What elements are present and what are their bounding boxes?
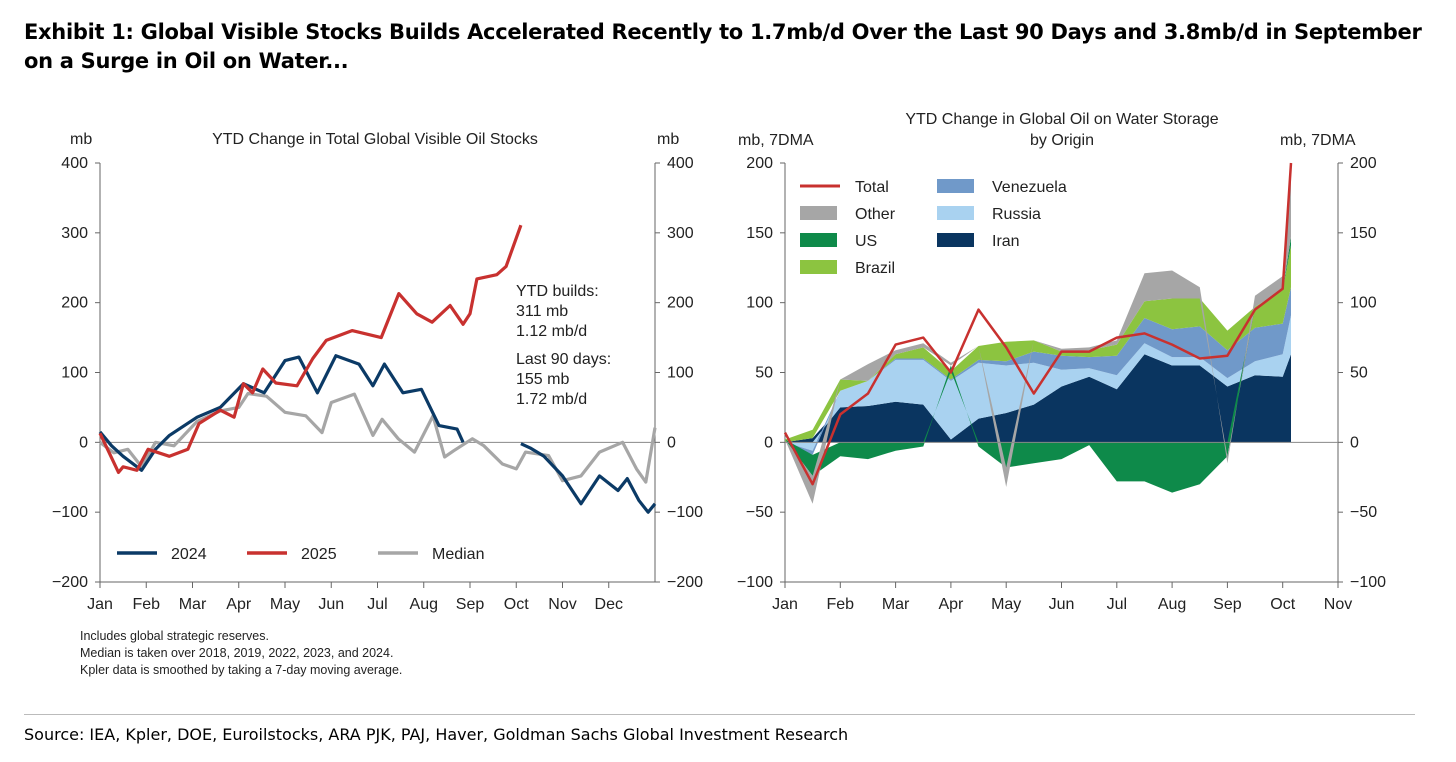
x-tick-label: Jun xyxy=(318,596,344,613)
x-tick-label: Nov xyxy=(548,596,576,613)
y-tick-label: −100 xyxy=(737,574,773,591)
y-axis-unit-right: mb xyxy=(657,131,679,148)
x-tick-label: Sep xyxy=(456,596,485,613)
x-tick-label: Oct xyxy=(504,596,529,613)
y-tick-label: 100 xyxy=(667,365,694,382)
y-tick-label: 200 xyxy=(1350,155,1377,172)
x-tick-label: Sep xyxy=(1213,596,1242,613)
y-tick-label: 150 xyxy=(746,225,773,242)
legend-swatch-us xyxy=(800,233,837,247)
legend-label: Venezuela xyxy=(992,179,1067,196)
footnotes: Includes global strategic reserves. Medi… xyxy=(80,628,402,679)
y-tick-label: −100 xyxy=(667,504,703,521)
y-tick-label: 50 xyxy=(1350,365,1368,382)
y-tick-label: −200 xyxy=(667,574,703,591)
chart-title: YTD Change in Global Oil on Water Storag… xyxy=(905,111,1218,128)
x-tick-label: Dec xyxy=(595,596,623,613)
x-tick-label: Aug xyxy=(1158,596,1186,613)
series-line-total xyxy=(783,162,1293,486)
y-tick-label: 200 xyxy=(746,155,773,172)
y-tick-label: 400 xyxy=(61,155,88,172)
y-tick-label: 200 xyxy=(667,295,694,312)
y-tick-label: 0 xyxy=(764,434,773,451)
y-tick-label: 100 xyxy=(746,295,773,312)
chart-subtitle: by Origin xyxy=(1030,132,1094,149)
y-tick-label: 0 xyxy=(79,434,88,451)
y-tick-label: −200 xyxy=(52,574,88,591)
annotation-text: 311 mb xyxy=(516,303,568,320)
y-tick-label: −100 xyxy=(1350,574,1386,591)
y-tick-label: 300 xyxy=(667,225,694,242)
y-axis-unit-left: mb xyxy=(70,131,92,148)
x-tick-label: Apr xyxy=(226,596,252,613)
legend-label: Other xyxy=(855,206,896,223)
y-tick-label: −50 xyxy=(746,504,773,521)
legend-label: Iran xyxy=(992,233,1020,250)
x-tick-label: May xyxy=(991,596,1021,613)
annotation-text: YTD builds: xyxy=(516,283,599,300)
legend-label: Brazil xyxy=(855,260,895,277)
legend-swatch-iran xyxy=(937,233,974,247)
x-tick-label: Oct xyxy=(1270,596,1295,613)
y-tick-label: −100 xyxy=(52,504,88,521)
y-tick-label: 100 xyxy=(1350,295,1377,312)
legend-label: Russia xyxy=(992,206,1041,223)
legend-swatch-brazil xyxy=(800,260,837,274)
y-axis-unit-right: mb, 7DMA xyxy=(1280,132,1356,149)
y-tick-label: 50 xyxy=(755,365,773,382)
exhibit-title: Exhibit 1: Global Visible Stocks Builds … xyxy=(24,20,1422,73)
y-tick-label: 0 xyxy=(667,434,676,451)
y-tick-label: 200 xyxy=(61,295,88,312)
divider xyxy=(24,714,1415,715)
x-tick-label: Jul xyxy=(1107,596,1127,613)
footnote: Includes global strategic reserves. xyxy=(80,629,269,643)
legend-swatch-venezuela xyxy=(937,179,974,193)
x-tick-label: Jan xyxy=(87,596,113,613)
footnote: Median is taken over 2018, 2019, 2022, 2… xyxy=(80,646,394,660)
chart-title: YTD Change in Total Global Visible Oil S… xyxy=(212,131,538,148)
y-axis-unit-left: mb, 7DMA xyxy=(738,132,814,149)
y-tick-label: −50 xyxy=(1350,504,1377,521)
x-tick-label: Feb xyxy=(827,596,855,613)
area-russia xyxy=(785,315,1291,451)
legend-label: 2024 xyxy=(171,546,207,563)
x-tick-label: Nov xyxy=(1324,596,1352,613)
x-tick-label: Jul xyxy=(367,596,387,613)
annotation-text: 155 mb xyxy=(516,371,569,388)
annotation-text: 1.12 mb/d xyxy=(516,323,587,340)
legend-label: US xyxy=(855,233,877,250)
y-tick-label: 100 xyxy=(61,365,88,382)
legend-label: Total xyxy=(855,179,889,196)
series-line-2024 xyxy=(98,354,657,514)
y-tick-label: 0 xyxy=(1350,434,1359,451)
x-tick-label: Feb xyxy=(132,596,160,613)
source-note: Source: IEA, Kpler, DOE, Euroilstocks, A… xyxy=(24,725,849,744)
x-tick-label: Apr xyxy=(938,596,964,613)
y-tick-label: 300 xyxy=(61,225,88,242)
annotation-text: Last 90 days: xyxy=(516,351,611,368)
legend-label: Median xyxy=(432,546,484,563)
x-tick-label: Mar xyxy=(179,596,207,613)
x-tick-label: Mar xyxy=(882,596,910,613)
footnote: Kpler data is smoothed by taking a 7-day… xyxy=(80,663,403,677)
legend-swatch-other xyxy=(800,206,837,220)
x-tick-label: Aug xyxy=(410,596,438,613)
area-venezuela xyxy=(785,287,1291,455)
area-iran xyxy=(785,354,1291,443)
y-tick-label: 400 xyxy=(667,155,694,172)
series-line-2025 xyxy=(98,224,523,474)
area-brazil xyxy=(785,245,1291,443)
x-tick-label: Jun xyxy=(1049,596,1075,613)
x-tick-label: May xyxy=(270,596,300,613)
annotation-text: 1.72 mb/d xyxy=(516,391,587,408)
legend-label: 2025 xyxy=(301,546,337,563)
y-tick-label: 150 xyxy=(1350,225,1377,242)
legend-swatch-russia xyxy=(937,206,974,220)
x-tick-label: Jan xyxy=(772,596,798,613)
